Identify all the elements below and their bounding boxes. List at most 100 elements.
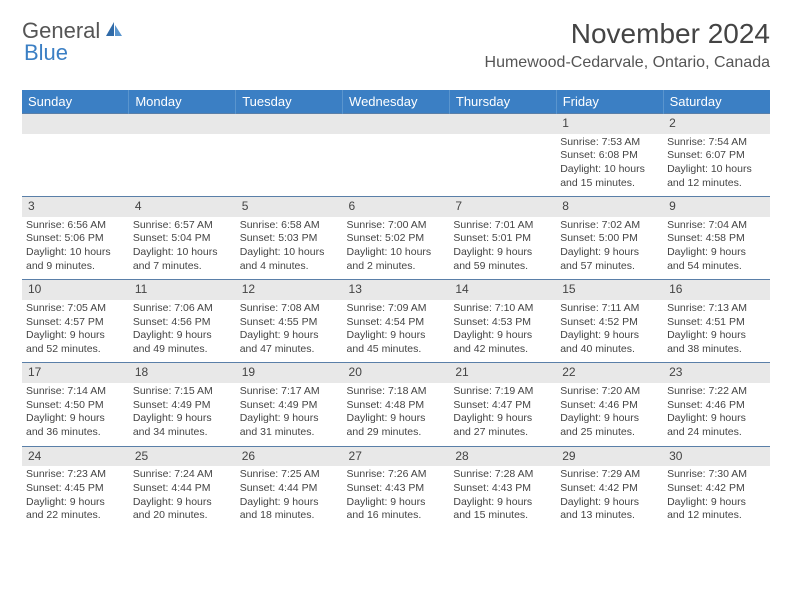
- weekday-header: Wednesday: [343, 90, 450, 114]
- daylight-text-1: Daylight: 9 hours: [133, 329, 232, 343]
- day-info-row: Sunrise: 6:56 AMSunset: 5:06 PMDaylight:…: [22, 217, 770, 280]
- sunset-text: Sunset: 4:58 PM: [667, 232, 766, 246]
- day-info-cell: Sunrise: 7:26 AMSunset: 4:43 PMDaylight:…: [343, 466, 450, 529]
- day-number-cell: 22: [556, 363, 663, 383]
- daylight-text-1: Daylight: 9 hours: [240, 329, 339, 343]
- daylight-text-2: and 4 minutes.: [240, 260, 339, 274]
- daylight-text-2: and 59 minutes.: [453, 260, 552, 274]
- day-number-cell: [449, 114, 556, 134]
- sunset-text: Sunset: 5:04 PM: [133, 232, 232, 246]
- day-number-cell: 21: [449, 363, 556, 383]
- sunrise-text: Sunrise: 7:29 AM: [560, 468, 659, 482]
- day-info-cell: [22, 134, 129, 197]
- sunset-text: Sunset: 4:55 PM: [240, 316, 339, 330]
- sunrise-text: Sunrise: 7:30 AM: [667, 468, 766, 482]
- page-title: November 2024: [485, 18, 770, 50]
- daylight-text-1: Daylight: 10 hours: [133, 246, 232, 260]
- sunrise-text: Sunrise: 7:23 AM: [26, 468, 125, 482]
- sunset-text: Sunset: 4:42 PM: [560, 482, 659, 496]
- daylight-text-1: Daylight: 9 hours: [133, 412, 232, 426]
- daylight-text-2: and 2 minutes.: [347, 260, 446, 274]
- sunset-text: Sunset: 4:44 PM: [133, 482, 232, 496]
- sunrise-text: Sunrise: 7:00 AM: [347, 219, 446, 233]
- sunrise-text: Sunrise: 7:54 AM: [667, 136, 766, 150]
- weekday-header: Saturday: [663, 90, 770, 114]
- sail-icon: [104, 20, 124, 43]
- day-number-cell: 26: [236, 446, 343, 466]
- daylight-text-2: and 25 minutes.: [560, 426, 659, 440]
- sunset-text: Sunset: 4:42 PM: [667, 482, 766, 496]
- sunset-text: Sunset: 4:48 PM: [347, 399, 446, 413]
- sunset-text: Sunset: 4:46 PM: [667, 399, 766, 413]
- sunrise-text: Sunrise: 7:20 AM: [560, 385, 659, 399]
- sunrise-text: Sunrise: 7:25 AM: [240, 468, 339, 482]
- day-number-cell: 28: [449, 446, 556, 466]
- day-number-cell: [22, 114, 129, 134]
- daylight-text-1: Daylight: 9 hours: [133, 496, 232, 510]
- day-info-row: Sunrise: 7:14 AMSunset: 4:50 PMDaylight:…: [22, 383, 770, 446]
- day-info-cell: [449, 134, 556, 197]
- daylight-text-1: Daylight: 9 hours: [26, 329, 125, 343]
- daylight-text-1: Daylight: 9 hours: [667, 496, 766, 510]
- sunset-text: Sunset: 4:51 PM: [667, 316, 766, 330]
- sunset-text: Sunset: 6:08 PM: [560, 149, 659, 163]
- sunset-text: Sunset: 4:44 PM: [240, 482, 339, 496]
- sunset-text: Sunset: 5:00 PM: [560, 232, 659, 246]
- day-number-cell: 24: [22, 446, 129, 466]
- day-number-cell: 11: [129, 280, 236, 300]
- daylight-text-2: and 20 minutes.: [133, 509, 232, 523]
- day-info-cell: Sunrise: 7:18 AMSunset: 4:48 PMDaylight:…: [343, 383, 450, 446]
- daylight-text-2: and 40 minutes.: [560, 343, 659, 357]
- daylight-text-2: and 15 minutes.: [560, 177, 659, 191]
- daylight-text-2: and 15 minutes.: [453, 509, 552, 523]
- day-number-cell: 13: [343, 280, 450, 300]
- day-info-cell: [236, 134, 343, 197]
- day-info-cell: Sunrise: 6:57 AMSunset: 5:04 PMDaylight:…: [129, 217, 236, 280]
- day-info-cell: Sunrise: 7:09 AMSunset: 4:54 PMDaylight:…: [343, 300, 450, 363]
- day-number-row: 10111213141516: [22, 280, 770, 300]
- day-info-cell: Sunrise: 7:05 AMSunset: 4:57 PMDaylight:…: [22, 300, 129, 363]
- day-info-cell: Sunrise: 7:30 AMSunset: 4:42 PMDaylight:…: [663, 466, 770, 529]
- day-info-cell: Sunrise: 7:02 AMSunset: 5:00 PMDaylight:…: [556, 217, 663, 280]
- day-info-cell: Sunrise: 7:19 AMSunset: 4:47 PMDaylight:…: [449, 383, 556, 446]
- sunset-text: Sunset: 4:47 PM: [453, 399, 552, 413]
- daylight-text-2: and 57 minutes.: [560, 260, 659, 274]
- day-info-cell: Sunrise: 7:22 AMSunset: 4:46 PMDaylight:…: [663, 383, 770, 446]
- sunrise-text: Sunrise: 7:08 AM: [240, 302, 339, 316]
- daylight-text-2: and 52 minutes.: [26, 343, 125, 357]
- day-info-cell: Sunrise: 7:23 AMSunset: 4:45 PMDaylight:…: [22, 466, 129, 529]
- sunrise-text: Sunrise: 7:10 AM: [453, 302, 552, 316]
- daylight-text-2: and 42 minutes.: [453, 343, 552, 357]
- day-info-cell: Sunrise: 7:25 AMSunset: 4:44 PMDaylight:…: [236, 466, 343, 529]
- sunset-text: Sunset: 4:53 PM: [453, 316, 552, 330]
- day-number-cell: 15: [556, 280, 663, 300]
- day-info-cell: Sunrise: 7:28 AMSunset: 4:43 PMDaylight:…: [449, 466, 556, 529]
- day-info-cell: Sunrise: 7:13 AMSunset: 4:51 PMDaylight:…: [663, 300, 770, 363]
- day-info-cell: Sunrise: 7:24 AMSunset: 4:44 PMDaylight:…: [129, 466, 236, 529]
- sunrise-text: Sunrise: 6:56 AM: [26, 219, 125, 233]
- day-info-cell: Sunrise: 7:08 AMSunset: 4:55 PMDaylight:…: [236, 300, 343, 363]
- weekday-header: Friday: [556, 90, 663, 114]
- daylight-text-1: Daylight: 10 hours: [560, 163, 659, 177]
- sunset-text: Sunset: 4:50 PM: [26, 399, 125, 413]
- day-number-row: 3456789: [22, 197, 770, 217]
- daylight-text-2: and 13 minutes.: [560, 509, 659, 523]
- day-info-cell: [343, 134, 450, 197]
- weekday-header: Monday: [129, 90, 236, 114]
- day-number-cell: 10: [22, 280, 129, 300]
- weekday-header: Tuesday: [236, 90, 343, 114]
- daylight-text-1: Daylight: 9 hours: [560, 246, 659, 260]
- day-number-row: 12: [22, 114, 770, 134]
- sunset-text: Sunset: 4:56 PM: [133, 316, 232, 330]
- day-number-row: 17181920212223: [22, 363, 770, 383]
- day-number-cell: 16: [663, 280, 770, 300]
- day-info-cell: Sunrise: 7:00 AMSunset: 5:02 PMDaylight:…: [343, 217, 450, 280]
- sunrise-text: Sunrise: 7:28 AM: [453, 468, 552, 482]
- day-info-cell: Sunrise: 6:58 AMSunset: 5:03 PMDaylight:…: [236, 217, 343, 280]
- sunrise-text: Sunrise: 7:19 AM: [453, 385, 552, 399]
- daylight-text-1: Daylight: 9 hours: [560, 329, 659, 343]
- sunrise-text: Sunrise: 7:04 AM: [667, 219, 766, 233]
- day-number-cell: 8: [556, 197, 663, 217]
- daylight-text-1: Daylight: 9 hours: [453, 412, 552, 426]
- day-number-cell: 18: [129, 363, 236, 383]
